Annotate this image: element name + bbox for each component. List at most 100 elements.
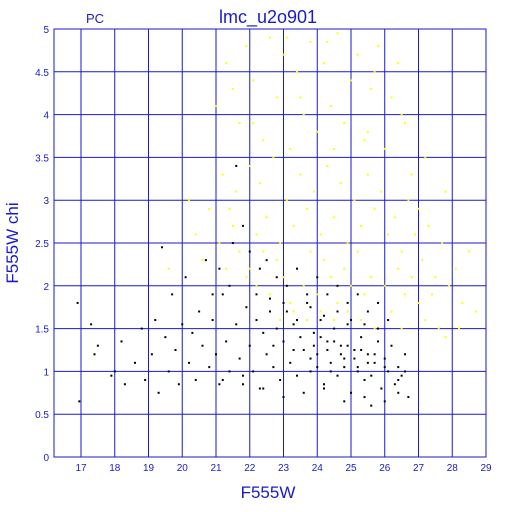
- scatter-point: [255, 233, 258, 236]
- scatter-point: [356, 293, 359, 296]
- scatter-point: [339, 353, 342, 356]
- scatter-point: [414, 233, 417, 236]
- x-tick-label: 23: [278, 463, 290, 474]
- x-tick-label: 26: [379, 463, 391, 474]
- scatter-point: [346, 310, 349, 313]
- scatter-point: [407, 396, 410, 399]
- scatter-point: [262, 387, 265, 390]
- scatter-point: [356, 370, 359, 373]
- scatter-point: [292, 349, 295, 351]
- scatter-point: [333, 340, 336, 343]
- scatter-point: [154, 319, 157, 322]
- scatter-point: [275, 276, 278, 279]
- scatter-point: [289, 301, 292, 304]
- scatter-point: [336, 310, 339, 313]
- scatter-point: [228, 207, 231, 210]
- scatter-point: [242, 224, 244, 227]
- scatter-point: [468, 250, 471, 253]
- scatter-point: [474, 310, 477, 313]
- scatter-point: [363, 378, 366, 381]
- scatter-point: [323, 314, 325, 317]
- scatter-point: [366, 173, 369, 176]
- scatter-point: [93, 353, 96, 356]
- scatter-point: [373, 207, 376, 210]
- scatter-point: [140, 327, 143, 330]
- scatter-point: [245, 45, 248, 48]
- scatter-point: [275, 327, 278, 330]
- scatter-point: [326, 40, 329, 43]
- scatter-point: [353, 349, 356, 351]
- scatter-point: [113, 370, 116, 373]
- scatter-point: [343, 366, 346, 369]
- y-tick-label: 3.5: [35, 153, 49, 164]
- scatter-point: [242, 383, 244, 386]
- scatter-point: [400, 250, 403, 253]
- scatter-point: [363, 139, 366, 142]
- scatter-point: [316, 130, 319, 133]
- scatter-point: [336, 301, 339, 304]
- scatter-point: [279, 319, 282, 322]
- scatter-point: [350, 79, 352, 82]
- scatter-point: [208, 207, 211, 210]
- scatter-point: [329, 105, 332, 108]
- chart-title: lmc_u2o901: [219, 7, 317, 28]
- scatter-point: [201, 344, 204, 347]
- scatter-point: [353, 199, 356, 202]
- scatter-point: [235, 323, 238, 326]
- scatter-point: [377, 45, 379, 48]
- scatter-point: [316, 276, 319, 279]
- scatter-point: [167, 267, 170, 270]
- scatter-point: [164, 336, 167, 339]
- scatter-point: [272, 344, 275, 347]
- scatter-point: [336, 374, 339, 377]
- scatter-point: [238, 250, 241, 253]
- scatter-point: [454, 267, 457, 270]
- scatter-point: [350, 391, 352, 394]
- scatter-point: [255, 284, 258, 287]
- scatter-point: [417, 301, 420, 304]
- y-tick-label: 2.5: [35, 239, 49, 250]
- scatter-point: [410, 173, 413, 176]
- scatter-point: [225, 267, 228, 270]
- scatter-point: [373, 361, 376, 364]
- scatter-point: [319, 310, 322, 313]
- scatter-point: [447, 284, 450, 287]
- scatter-point: [174, 349, 177, 351]
- scatter-point: [356, 366, 359, 369]
- scatter-point: [343, 357, 346, 360]
- scatter-point: [285, 199, 288, 202]
- scatter-point: [299, 173, 302, 176]
- scatter-point: [360, 336, 363, 339]
- scatter-point: [360, 349, 363, 351]
- scatter-point: [383, 147, 386, 150]
- x-tick-label: 18: [109, 463, 121, 474]
- scatter-point: [245, 306, 248, 309]
- scatter-point: [387, 370, 390, 373]
- scatter-point: [410, 276, 413, 279]
- scatter-point: [191, 331, 194, 334]
- scatter-point: [397, 391, 400, 394]
- scatter-point: [407, 199, 410, 202]
- scatter-point: [269, 293, 271, 296]
- scatter-point: [333, 319, 336, 322]
- scatter-point: [323, 62, 325, 65]
- scatter-point: [343, 122, 346, 125]
- scatter-point: [306, 319, 309, 322]
- scatter-point: [177, 383, 180, 386]
- scatter-point: [272, 366, 275, 369]
- x-tick-label: 25: [345, 463, 357, 474]
- scatter-point: [258, 182, 261, 185]
- scatter-point: [235, 190, 238, 193]
- scatter-point: [339, 344, 342, 347]
- scatter-point: [245, 276, 248, 279]
- scatter-point: [90, 323, 93, 326]
- scatter-point: [356, 250, 359, 253]
- scatter-point: [296, 374, 298, 377]
- scatter-point: [228, 284, 231, 287]
- scatter-point: [225, 340, 228, 343]
- scatter-point: [292, 323, 295, 326]
- scatter-point: [272, 156, 275, 159]
- scatter-point: [441, 242, 444, 244]
